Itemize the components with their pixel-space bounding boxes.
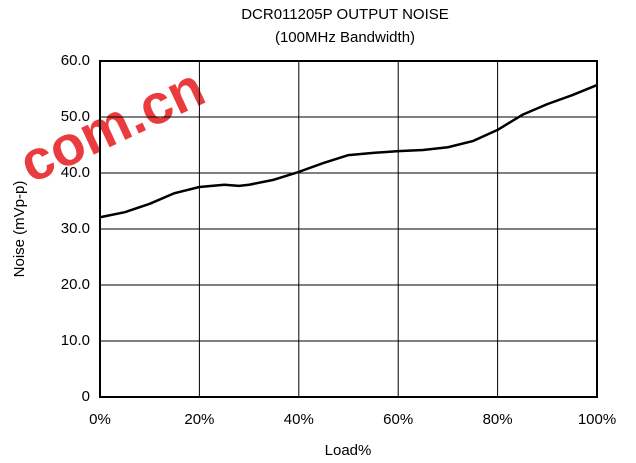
y-tick-label: 0 — [82, 388, 90, 405]
watermark: com.cn — [9, 55, 213, 195]
x-tick-label: 40% — [284, 411, 314, 428]
y-tick-label: 30.0 — [61, 220, 90, 237]
x-tick-label: 60% — [383, 411, 413, 428]
x-axis-label: Load% — [325, 442, 372, 459]
y-tick-label: 10.0 — [61, 332, 90, 349]
y-tick-label: 50.0 — [61, 108, 90, 125]
chart-subtitle: (100MHz Bandwidth) — [275, 29, 415, 46]
y-tick-label: 60.0 — [61, 52, 90, 69]
data-line — [99, 83, 598, 219]
x-tick-label: 20% — [184, 411, 214, 428]
x-tick-label: 0% — [89, 411, 111, 428]
plot-frame — [99, 60, 598, 398]
chart-title: DCR011205P OUTPUT NOISE — [241, 6, 449, 23]
y-tick-label: 20.0 — [61, 276, 90, 293]
y-axis-label: Noise (mVp-p) — [11, 181, 28, 278]
x-tick-label: 80% — [483, 411, 513, 428]
x-tick-label: 100% — [578, 411, 616, 428]
y-tick-label: 40.0 — [61, 164, 90, 181]
